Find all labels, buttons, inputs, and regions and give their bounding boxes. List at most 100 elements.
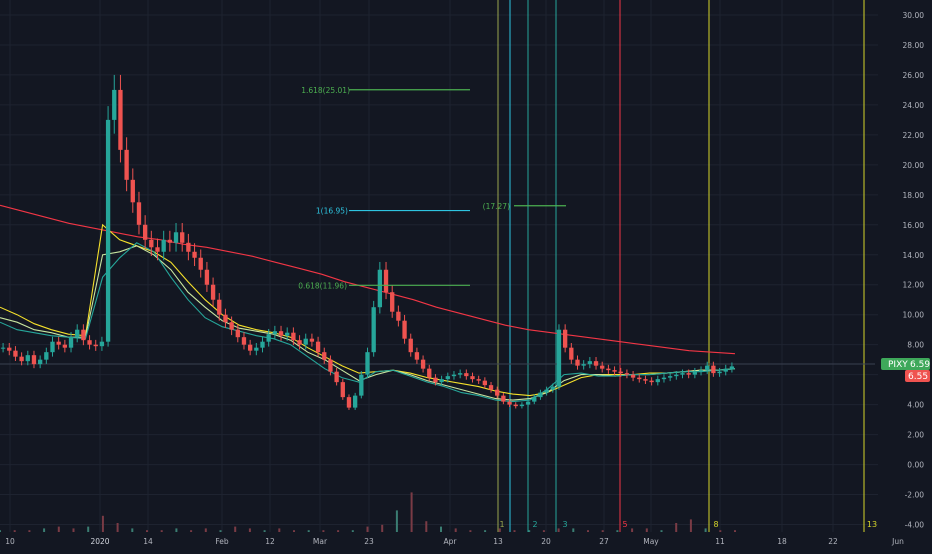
- volume-bar: [498, 528, 501, 532]
- volume-bar: [528, 530, 531, 532]
- y-tick-label: 28.00: [903, 41, 925, 50]
- volume-bar: [13, 530, 16, 532]
- fib-level-label: 1(16.95): [316, 207, 348, 216]
- volume-bar: [454, 528, 457, 532]
- candle: [0, 347, 6, 349]
- grid: [0, 0, 878, 532]
- candle: [525, 401, 531, 405]
- fib-count-label: 13: [867, 520, 877, 529]
- candle: [556, 329, 562, 387]
- candle: [142, 224, 148, 240]
- candle: [272, 331, 278, 335]
- candle: [482, 380, 488, 386]
- candle: [260, 341, 265, 348]
- volume-bar: [484, 530, 487, 532]
- candle: [352, 395, 358, 408]
- candle: [303, 338, 308, 345]
- volume-bar: [704, 528, 707, 532]
- candle: [513, 404, 518, 407]
- candle: [402, 320, 407, 339]
- candle: [457, 373, 463, 375]
- volume-bar: [0, 530, 1, 532]
- volume-bar: [204, 528, 207, 532]
- candle: [674, 374, 679, 377]
- fib-count-label: 3: [562, 520, 567, 529]
- candle: [19, 356, 24, 362]
- candle: [655, 379, 660, 383]
- candle: [390, 292, 395, 312]
- candle: [204, 269, 210, 285]
- candle: [630, 374, 636, 378]
- volume-bar: [263, 530, 266, 532]
- y-tick-label: 2.00: [907, 431, 924, 440]
- candle: [340, 382, 345, 398]
- candle: [130, 179, 135, 203]
- x-tick-label: 22: [828, 537, 838, 546]
- x-tick-label: 13: [493, 537, 503, 546]
- x-tick-label: 10: [5, 537, 15, 546]
- candle: [25, 355, 30, 362]
- candle: [112, 89, 117, 120]
- candle: [124, 149, 129, 180]
- volume-bar: [440, 526, 442, 532]
- candle: [50, 341, 55, 353]
- fib-count-label: 1: [499, 520, 504, 529]
- volume-bar: [601, 530, 604, 532]
- candle: [698, 370, 704, 372]
- candles: [0, 74, 735, 410]
- candle: [451, 374, 457, 377]
- y-tick-label: 4.00: [907, 401, 924, 410]
- volume-bar: [572, 528, 575, 532]
- price-axis: 30.00 28.00 26.00 24.00 22.00 20.00 18.00 16.00…: [878, 0, 932, 532]
- candle: [581, 364, 586, 366]
- candle: [476, 379, 481, 381]
- candle: [643, 379, 648, 381]
- candle: [180, 232, 185, 243]
- volume-bar: [395, 510, 398, 532]
- volume-bar: [131, 528, 134, 532]
- volume-bar: [719, 530, 722, 532]
- candle: [538, 392, 543, 398]
- x-tick-label: 12: [265, 537, 275, 546]
- volume-bar: [248, 528, 251, 532]
- candle: [587, 361, 593, 365]
- candle: [173, 232, 179, 243]
- candle: [210, 284, 216, 300]
- candle: [198, 257, 203, 270]
- y-tick-label: 20.00: [903, 161, 925, 170]
- candle: [606, 368, 611, 371]
- volume-bars: [0, 492, 736, 532]
- candle: [365, 352, 370, 375]
- volume-bar: [351, 530, 354, 532]
- candle: [155, 247, 160, 252]
- volume-bar: [28, 530, 31, 532]
- volume-bar: [146, 530, 148, 532]
- candle: [192, 251, 197, 258]
- candle: [692, 371, 698, 375]
- y-tick-label: 14.00: [903, 251, 925, 260]
- x-tick-label: 23: [364, 537, 374, 546]
- volume-bar: [307, 530, 310, 532]
- y-tick-label: 18.00: [903, 191, 925, 200]
- y-tick-label: 10.00: [903, 311, 925, 320]
- volume-bar: [43, 528, 46, 532]
- candle: [667, 376, 673, 378]
- time-zone-lines: [497, 0, 865, 532]
- candle: [186, 242, 191, 252]
- candle: [254, 347, 259, 351]
- candle: [637, 377, 642, 380]
- candle: [81, 329, 86, 341]
- volume-bar: [616, 530, 619, 532]
- candle: [322, 352, 327, 360]
- candle: [464, 373, 469, 377]
- price-badges: PIXY 6.59 6.55: [881, 358, 930, 382]
- candle: [705, 365, 710, 371]
- y-tick-label: -4.00: [905, 521, 925, 530]
- candle: [519, 404, 525, 407]
- candle: [501, 395, 506, 402]
- volume-bar: [587, 530, 589, 532]
- candle: [266, 334, 271, 342]
- candle: [334, 371, 339, 383]
